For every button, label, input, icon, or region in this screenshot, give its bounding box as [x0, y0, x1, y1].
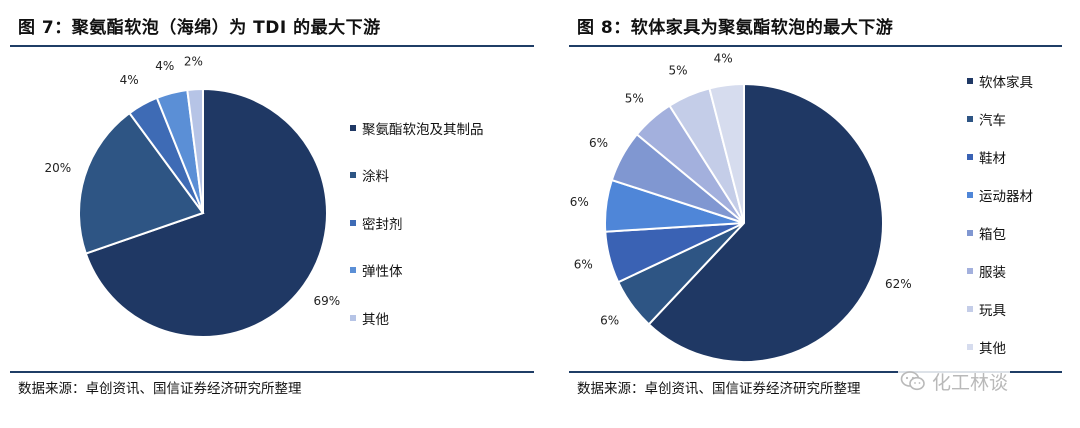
data-label: 5% [669, 64, 688, 78]
source-note: 数据来源：卓创资讯、国信证券经济研究所整理 [10, 371, 534, 397]
legend-item: 运动器材 [967, 176, 1033, 214]
legend-swatch [967, 116, 973, 122]
legend-label: 涂料 [362, 169, 389, 186]
legend-label: 汽车 [979, 113, 1006, 129]
legend-label: 服装 [979, 265, 1006, 281]
legend-swatch [967, 230, 973, 236]
legend-label: 软体家具 [979, 75, 1033, 91]
legend-item: 涂料 [350, 152, 484, 200]
watermark-text: 化工林谈 [932, 371, 1009, 394]
legend-label: 箱包 [979, 227, 1006, 243]
pie-chart: 69% 20% 4% 4% 2% [45, 54, 340, 338]
legend-swatch [350, 267, 356, 274]
data-label: 6% [570, 195, 589, 209]
legend-item: 其他 [967, 328, 1033, 366]
chart-area: 62% 6% 6% 6% 6% 5% 5% 4% 软体家具汽车鞋材运动器材箱包服装玩具其他 [569, 48, 1062, 366]
legend-label: 密封剂 [362, 216, 403, 233]
data-label: 6% [600, 314, 619, 328]
data-label: 4% [714, 51, 733, 65]
pie-slice [186, 87, 204, 214]
data-label: 69% [313, 294, 340, 308]
chart-area: 69% 20% 4% 4% 2% 聚氨酯软泡及其制品 涂料密封剂弹性体其他 [10, 48, 534, 366]
data-label: 5% [625, 91, 644, 105]
legend-swatch [350, 172, 356, 179]
data-label: 4% [155, 59, 174, 73]
legend-swatch [967, 344, 973, 350]
watermark: 化工林谈 [898, 366, 1011, 396]
legend-swatch [967, 306, 973, 312]
legend-item: 玩具 [967, 290, 1033, 328]
data-label: 62% [885, 277, 912, 291]
legend-swatch [350, 124, 356, 131]
legend-swatch [967, 268, 973, 274]
chart-panel-7: 图 7：聚氨酯软泡（海绵）为 TDI 的最大下游 69% 20% 4% 4% 2% 聚氨… [10, 11, 534, 397]
data-label: 2% [184, 54, 203, 68]
source-note: 数据来源：卓创资讯、国信证券经济研究所整理 [569, 371, 1062, 397]
legend-swatch [350, 219, 356, 226]
chart-panel-8: 图 8：软体家具为聚氨酯软泡的最大下游 62% 6% 6% 6% 6% 5% 5% 4% 软体… [557, 0, 1080, 428]
legend-item: 服装 [967, 252, 1033, 290]
chart-title: 图 7：聚氨酯软泡（海绵）为 TDI 的最大下游 [10, 11, 534, 47]
legend-label: 运动器材 [979, 189, 1033, 205]
legend: 聚氨酯软泡及其制品 涂料密封剂弹性体其他 [350, 104, 484, 342]
legend-item: 软体家具 [967, 62, 1033, 100]
pie-slice [708, 82, 745, 224]
chart-title: 图 8：软体家具为聚氨酯软泡的最大下游 [569, 11, 1062, 47]
legend-label: 其他 [979, 341, 1006, 357]
legend-label: 聚氨酯软泡及其制品 [362, 121, 484, 138]
legend-swatch [967, 192, 973, 198]
legend-item: 弹性体 [350, 247, 484, 295]
pie-chart: 62% 6% 6% 6% 6% 5% 5% 4% [570, 51, 912, 363]
legend: 软体家具汽车鞋材运动器材箱包服装玩具其他 [967, 62, 1033, 366]
legend-label: 鞋材 [979, 151, 1006, 167]
legend-item: 聚氨酯软泡及其制品 [350, 104, 484, 152]
legend-swatch [967, 78, 973, 84]
legend-label: 其他 [362, 311, 389, 328]
pie-slice [84, 87, 328, 338]
legend-item: 其他 [350, 294, 484, 342]
pie-slice [78, 111, 205, 255]
legend-item: 汽车 [967, 100, 1033, 138]
legend-item: 鞋材 [967, 138, 1033, 176]
data-label: 6% [589, 136, 608, 150]
legend-label: 玩具 [979, 303, 1006, 319]
legend-item: 箱包 [967, 214, 1033, 252]
legend-swatch [967, 154, 973, 160]
data-label: 6% [574, 257, 593, 271]
data-label: 4% [120, 73, 139, 87]
legend-swatch [350, 314, 356, 321]
data-label: 20% [45, 161, 72, 175]
wechat-icon [900, 371, 925, 391]
legend-label: 弹性体 [362, 264, 403, 281]
legend-item: 密封剂 [350, 199, 484, 247]
pie-slice [647, 82, 884, 363]
